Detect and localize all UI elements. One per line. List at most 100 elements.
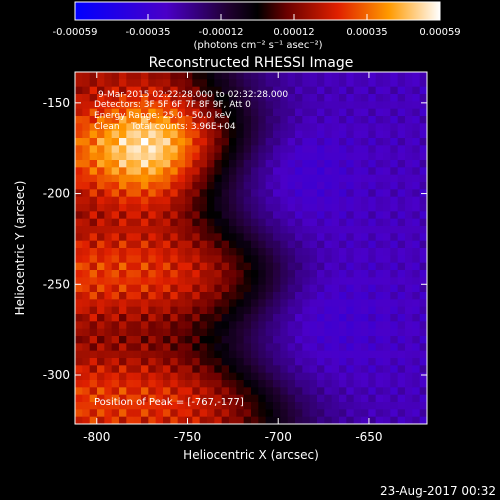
heatmap-cell bbox=[390, 372, 399, 381]
heatmap-cell bbox=[397, 116, 406, 124]
heatmap-cell bbox=[397, 292, 406, 300]
heatmap-cell bbox=[390, 130, 399, 139]
heatmap-cell bbox=[97, 174, 105, 183]
heatmap-cell bbox=[97, 233, 105, 242]
heatmap-cell bbox=[207, 372, 215, 381]
heatmap-cell bbox=[155, 387, 164, 396]
heatmap bbox=[75, 72, 427, 424]
heatmap-cell bbox=[383, 328, 391, 337]
heatmap-cell bbox=[383, 248, 391, 256]
heatmap-cell bbox=[170, 167, 179, 176]
heatmap-cell bbox=[148, 189, 157, 198]
heatmap-cell bbox=[309, 343, 318, 352]
heatmap-cell bbox=[287, 255, 296, 264]
heatmap-cell bbox=[214, 108, 223, 117]
heatmap-cell bbox=[75, 321, 83, 330]
heatmap-cell bbox=[280, 204, 289, 212]
heatmap-cell bbox=[155, 167, 164, 176]
heatmap-cell bbox=[214, 387, 223, 396]
heatmap-cell bbox=[397, 402, 406, 410]
heatmap-cell bbox=[368, 262, 377, 271]
heatmap-cell bbox=[368, 72, 377, 80]
heatmap-cell bbox=[287, 270, 296, 278]
heatmap-cell bbox=[317, 284, 325, 293]
heatmap-cell bbox=[397, 167, 406, 176]
heatmap-cell bbox=[89, 182, 98, 190]
heatmap-cell bbox=[89, 226, 98, 234]
heatmap-cell bbox=[126, 328, 135, 337]
heatmap-cell bbox=[412, 255, 421, 264]
heatmap-cell bbox=[317, 277, 325, 286]
heatmap-cell bbox=[346, 138, 355, 146]
heatmap-cell bbox=[280, 358, 289, 366]
heatmap-cell bbox=[111, 248, 120, 256]
heatmap-cell bbox=[331, 292, 340, 300]
heatmap-cell bbox=[405, 248, 413, 256]
heatmap-cell bbox=[236, 284, 245, 293]
heatmap-cell bbox=[214, 72, 223, 80]
heatmap-cell bbox=[155, 416, 164, 424]
heatmap-cell bbox=[405, 255, 413, 264]
heatmap-cell bbox=[287, 72, 296, 80]
heatmap-cell bbox=[192, 123, 201, 132]
heatmap-cell bbox=[258, 123, 267, 132]
heatmap-cell bbox=[163, 189, 171, 198]
heatmap-cell bbox=[251, 130, 259, 139]
heatmap-cell bbox=[89, 284, 98, 293]
heatmap-cell bbox=[236, 350, 245, 359]
heatmap-cell bbox=[361, 277, 369, 286]
heatmap-cell bbox=[89, 402, 98, 410]
heatmap-cell bbox=[236, 167, 245, 176]
heatmap-cell bbox=[111, 314, 120, 322]
heatmap-cell bbox=[368, 314, 377, 322]
heatmap-cell bbox=[155, 306, 164, 315]
heatmap-cell bbox=[221, 409, 230, 418]
heatmap-cell bbox=[368, 380, 377, 388]
heatmap-cell bbox=[89, 138, 98, 146]
heatmap-cell bbox=[368, 79, 377, 88]
heatmap-cell bbox=[148, 416, 157, 424]
heatmap-cell bbox=[353, 174, 362, 183]
heatmap-cell bbox=[141, 123, 149, 132]
heatmap-cell bbox=[397, 79, 406, 88]
heatmap-cell bbox=[192, 416, 201, 424]
heatmap-cell bbox=[302, 204, 311, 212]
heatmap-cell bbox=[177, 343, 186, 352]
heatmap-cell bbox=[346, 270, 355, 278]
heatmap-cell bbox=[309, 262, 318, 271]
heatmap-cell bbox=[141, 189, 149, 198]
heatmap-cell bbox=[133, 270, 142, 278]
heatmap-cell bbox=[397, 152, 406, 161]
heatmap-cell bbox=[221, 108, 230, 117]
heatmap-cell bbox=[141, 262, 149, 271]
heatmap-cell bbox=[133, 387, 142, 396]
heatmap-cell bbox=[236, 226, 245, 234]
heatmap-cell bbox=[229, 372, 237, 381]
heatmap-cell bbox=[155, 218, 164, 227]
heatmap-cell bbox=[324, 270, 333, 278]
heatmap-cell bbox=[251, 211, 259, 220]
heatmap-cell bbox=[236, 343, 245, 352]
heatmap-cell bbox=[287, 402, 296, 410]
heatmap-cell bbox=[192, 189, 201, 198]
heatmap-cell bbox=[236, 365, 245, 374]
heatmap-cell bbox=[273, 277, 281, 286]
heatmap-cell bbox=[229, 365, 237, 374]
heatmap-cell bbox=[287, 226, 296, 234]
heatmap-cell bbox=[287, 204, 296, 212]
heatmap-cell bbox=[170, 226, 179, 234]
heatmap-cell bbox=[317, 79, 325, 88]
heatmap-cell bbox=[75, 196, 83, 205]
heatmap-cell bbox=[346, 262, 355, 271]
heatmap-cell bbox=[280, 218, 289, 227]
heatmap-cell bbox=[375, 86, 384, 95]
heatmap-cell bbox=[287, 314, 296, 322]
heatmap-cell bbox=[324, 123, 333, 132]
heatmap-cell bbox=[273, 387, 281, 396]
heatmap-cell bbox=[309, 314, 318, 322]
heatmap-cell bbox=[280, 138, 289, 146]
heatmap-cell bbox=[295, 262, 303, 271]
heatmap-cell bbox=[302, 218, 311, 227]
heatmap-cell bbox=[412, 299, 421, 308]
heatmap-cell bbox=[221, 292, 230, 300]
